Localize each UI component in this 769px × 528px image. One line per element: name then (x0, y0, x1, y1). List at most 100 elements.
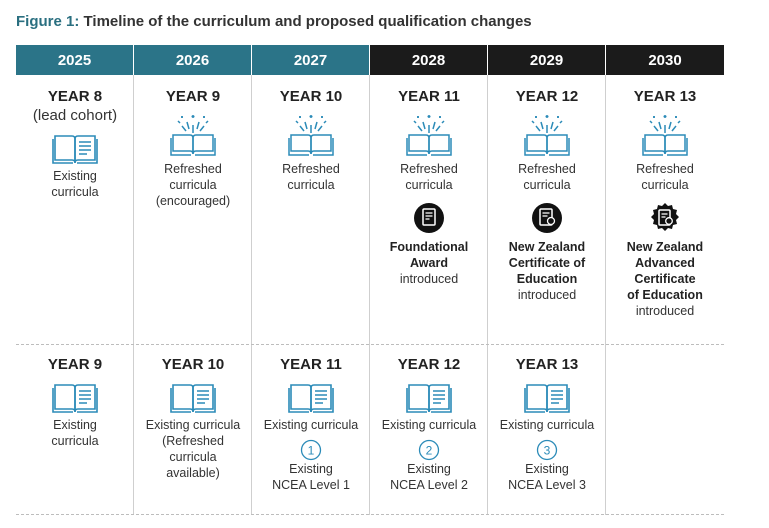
curricula-line: Existing curricula (499, 418, 595, 432)
column-divider (251, 75, 252, 515)
open-book-icon (52, 135, 98, 164)
top-cell-2030: YEAR 13 Refreshed curricula New Zealand … (606, 88, 724, 319)
qualification-name: Award (410, 256, 448, 270)
curricula-line: Refreshed (164, 162, 222, 176)
curricula-line: curricula (169, 450, 217, 464)
figure-caption: Timeline of the curriculum and proposed … (83, 13, 532, 30)
advanced-certificate-badge-icon (651, 203, 679, 231)
curricula-line: Existing curricula (145, 418, 241, 432)
ncea-line: NCEA Level 3 (508, 478, 586, 492)
qualification-name: Education (516, 272, 578, 286)
sparkle-book-icon (288, 115, 334, 156)
column-divider (133, 75, 134, 515)
curricula-line: curricula (169, 178, 217, 192)
open-book-icon (406, 384, 452, 413)
top-cell-2026: YEAR 9 Refreshed curricula (encouraged) (134, 88, 252, 209)
level-number: 2 (426, 444, 433, 458)
year-header-2025: 2025 (16, 45, 133, 75)
sparkle-book-icon (406, 115, 452, 156)
year-header-2029: 2029 (488, 45, 605, 75)
cohort-year: YEAR 13 (633, 88, 697, 105)
top-cell-2028: YEAR 11 Refreshed curricula Foundational… (370, 88, 488, 287)
level-number: 1 (308, 444, 315, 458)
curricula-line: (Refreshed (162, 434, 224, 448)
bottom-border (16, 514, 724, 515)
cohort-year: YEAR 10 (161, 356, 225, 373)
open-book-icon (288, 384, 334, 413)
open-book-icon (170, 384, 216, 413)
curricula-line: curricula (51, 434, 99, 448)
qualification-name: New Zealand (508, 240, 586, 254)
timeline-grid: 2025 2026 2027 2028 2029 2030 YEAR 8 (le… (16, 45, 724, 515)
cohort-year: YEAR 9 (165, 88, 221, 105)
qualification-status: introduced (399, 272, 459, 286)
curricula-line: curricula (51, 185, 99, 199)
curricula-line: Refreshed (518, 162, 576, 176)
column-divider (605, 75, 606, 515)
bottom-cell-2029: YEAR 13 Existing curricula 3 Existing NC… (488, 356, 606, 493)
sparkle-book-icon (642, 115, 688, 156)
level-number-icon: 1 (300, 439, 322, 461)
qualification-status: introduced (517, 288, 577, 302)
curricula-line: curricula (405, 178, 453, 192)
column-divider (487, 75, 488, 515)
qualification-name: Certificate of (508, 256, 586, 270)
curricula-line: Refreshed (282, 162, 340, 176)
cohort-year: YEAR 13 (515, 356, 579, 373)
certificate-badge-icon (532, 203, 562, 233)
curricula-line: (encouraged) (155, 194, 231, 208)
ncea-line: NCEA Level 1 (272, 478, 350, 492)
figure-title: Figure 1: Timeline of the curriculum and… (16, 13, 532, 30)
year-header-2028: 2028 (370, 45, 487, 75)
bottom-cell-2027: YEAR 11 Existing curricula 1 Existing NC… (252, 356, 370, 493)
column-divider (369, 75, 370, 515)
sparkle-book-icon (524, 115, 570, 156)
top-cell-2025: YEAR 8 (lead cohort) Existing curricula (16, 88, 134, 200)
curricula-line: curricula (641, 178, 689, 192)
cohort-note: (lead cohort) (32, 107, 118, 124)
curricula-line: available) (166, 466, 220, 480)
row-separator (16, 344, 724, 345)
curricula-line: Existing curricula (263, 418, 359, 432)
figure-label: Figure 1: (16, 13, 80, 30)
award-badge-icon (414, 203, 444, 233)
ncea-line: NCEA Level 2 (390, 478, 468, 492)
curricula-line: Existing (53, 418, 97, 432)
bottom-cell-2028: YEAR 12 Existing curricula 2 Existing NC… (370, 356, 488, 493)
qualification-name: Foundational (389, 240, 469, 254)
open-book-icon (524, 384, 570, 413)
year-header-2026: 2026 (134, 45, 251, 75)
bottom-cell-2025: YEAR 9 Existing curricula (16, 356, 134, 449)
bottom-cell-2026: YEAR 10 Existing curricula (Refreshed cu… (134, 356, 252, 481)
cohort-year: YEAR 11 (398, 88, 460, 105)
ncea-line: Existing (525, 462, 569, 476)
qualification-name: New Zealand (626, 240, 704, 254)
year-header-2027: 2027 (252, 45, 369, 75)
cohort-year: YEAR 11 (280, 356, 342, 373)
qualification-status: introduced (635, 304, 695, 318)
curricula-line: Refreshed (400, 162, 458, 176)
qualification-name: of Education (627, 288, 703, 302)
cohort-year: YEAR 12 (515, 88, 579, 105)
top-cell-2029: YEAR 12 Refreshed curricula New Zealand … (488, 88, 606, 303)
cohort-year: YEAR 12 (397, 356, 461, 373)
curricula-line: Refreshed (636, 162, 694, 176)
curricula-line: curricula (287, 178, 335, 192)
cohort-year: YEAR 8 (47, 88, 103, 105)
curricula-line: curricula (523, 178, 571, 192)
cohort-year: YEAR 10 (279, 88, 343, 105)
qualification-name: Certificate (634, 272, 696, 286)
level-number: 3 (544, 444, 551, 458)
year-header-2030: 2030 (606, 45, 724, 75)
level-number-icon: 2 (418, 439, 440, 461)
level-number-icon: 3 (536, 439, 558, 461)
curricula-line: Existing curricula (381, 418, 477, 432)
qualification-name: Advanced (635, 256, 695, 270)
curricula-line: Existing (53, 169, 97, 183)
ncea-line: Existing (407, 462, 451, 476)
sparkle-book-icon (170, 115, 216, 156)
open-book-icon (52, 384, 98, 413)
top-cell-2027: YEAR 10 Refreshed curricula (252, 88, 370, 193)
cohort-year: YEAR 9 (47, 356, 103, 373)
ncea-line: Existing (289, 462, 333, 476)
